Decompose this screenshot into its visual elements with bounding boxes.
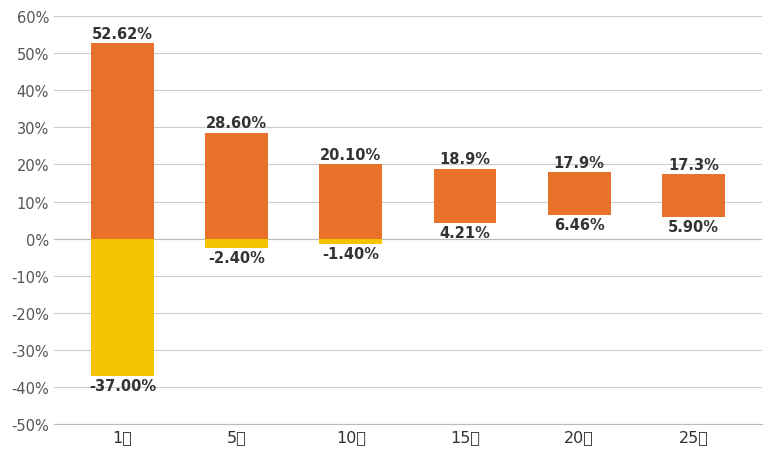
Bar bbox=[91, 239, 154, 376]
Bar bbox=[205, 239, 268, 248]
Text: 20.10%: 20.10% bbox=[320, 147, 381, 162]
Text: 18.9%: 18.9% bbox=[440, 152, 490, 167]
Bar bbox=[91, 45, 154, 239]
Text: 5.90%: 5.90% bbox=[668, 219, 719, 234]
Text: 17.3%: 17.3% bbox=[668, 158, 719, 173]
Bar bbox=[662, 175, 725, 217]
Text: -1.40%: -1.40% bbox=[322, 247, 380, 262]
Bar bbox=[319, 239, 382, 244]
Text: 28.60%: 28.60% bbox=[206, 116, 267, 131]
Text: -2.40%: -2.40% bbox=[208, 250, 265, 265]
Bar bbox=[205, 133, 268, 239]
Bar bbox=[434, 169, 496, 223]
Bar bbox=[319, 165, 382, 239]
Text: 52.62%: 52.62% bbox=[92, 27, 153, 42]
Text: -37.00%: -37.00% bbox=[89, 378, 156, 393]
Text: 6.46%: 6.46% bbox=[553, 217, 604, 233]
Text: 17.9%: 17.9% bbox=[553, 156, 604, 171]
Bar bbox=[548, 173, 611, 215]
Text: 4.21%: 4.21% bbox=[440, 226, 490, 241]
